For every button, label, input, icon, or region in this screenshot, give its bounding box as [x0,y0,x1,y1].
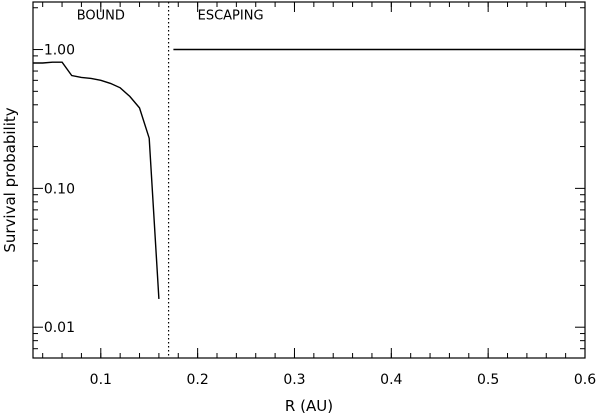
x-tick-label: 0.6 [574,372,596,388]
x-tick-label: 0.4 [380,372,402,388]
x-tick-label: 0.3 [283,372,305,388]
bound-survival-line [33,61,160,299]
tick-labels: 0.1 0.2 0.3 0.4 0.5 0.6 0.01 0.10 1.00 [44,43,596,388]
region-label-escaping: ESCAPING [198,8,264,23]
plot-frame [32,1,586,359]
y-tick-label: 0.01 [44,320,75,336]
y-tick-label: 0.10 [44,181,75,197]
y-tick-label: 1.00 [44,43,75,59]
x-axis-title: R (AU) [285,397,333,415]
x-tick-label: 0.5 [477,372,499,388]
axis-ticks [33,2,586,359]
y-axis-title: Survival probability [1,107,19,252]
x-tick-label: 0.1 [90,372,112,388]
region-label-bound: BOUND [77,8,125,23]
x-tick-label: 0.2 [186,372,208,388]
chart-marks: BOUND ESCAPING [33,2,585,358]
